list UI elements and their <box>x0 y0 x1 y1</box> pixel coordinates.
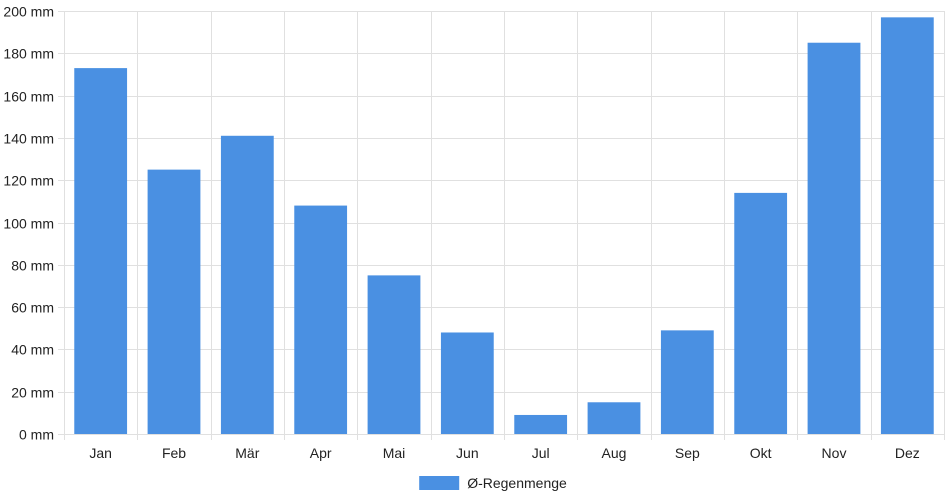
bar-mär[interactable] <box>220 135 274 434</box>
bar-feb[interactable] <box>147 169 201 434</box>
y-tick-label: 160 mm <box>3 89 54 105</box>
x-tick-label: Jan <box>89 445 112 461</box>
x-tick-label: Aug <box>602 445 627 461</box>
x-tick-label: Nov <box>822 445 847 461</box>
x-tick-label: Jun <box>456 445 479 461</box>
grid-lines <box>58 11 945 440</box>
x-tick-label: Apr <box>310 445 332 461</box>
x-tick-label: Mär <box>235 445 259 461</box>
axes: 0 mm 20 mm 40 mm 60 mm 80 mm 100 mm 120 mm 140 … <box>3 4 919 462</box>
bar-aug[interactable] <box>587 402 641 434</box>
legend-label[interactable]: Ø-Regenmenge <box>467 475 567 491</box>
y-tick-label: 20 mm <box>11 385 54 401</box>
legend-swatch[interactable] <box>419 476 460 490</box>
y-tick-label: 80 mm <box>11 258 54 274</box>
y-tick-label: 40 mm <box>11 342 54 358</box>
y-tick-label: 200 mm <box>3 4 54 20</box>
y-tick-label: 60 mm <box>11 300 54 316</box>
y-tick-label: 140 mm <box>3 131 54 147</box>
y-tick-label: 120 mm <box>3 173 54 189</box>
bar-jan[interactable] <box>74 68 128 434</box>
y-tick-label: 0 mm <box>19 427 54 443</box>
bar-nov[interactable] <box>807 42 861 434</box>
bar-sep[interactable] <box>660 330 714 434</box>
legend[interactable]: Ø-Regenmenge <box>419 475 567 491</box>
x-tick-label: Feb <box>162 445 186 461</box>
bar-series <box>74 17 934 434</box>
bar-dez[interactable] <box>880 17 934 434</box>
x-tick-label: Okt <box>750 445 772 461</box>
bar-jul[interactable] <box>514 414 568 434</box>
x-tick-label: Dez <box>895 445 920 461</box>
bar-apr[interactable] <box>294 205 348 434</box>
x-tick-label: Sep <box>675 445 700 461</box>
bar-jun[interactable] <box>440 332 494 434</box>
y-tick-label: 180 mm <box>3 46 54 62</box>
x-tick-label: Jul <box>532 445 550 461</box>
y-tick-label: 100 mm <box>3 216 54 232</box>
x-tick-label: Mai <box>383 445 406 461</box>
bar-okt[interactable] <box>734 192 788 434</box>
bar-mai[interactable] <box>367 275 421 434</box>
